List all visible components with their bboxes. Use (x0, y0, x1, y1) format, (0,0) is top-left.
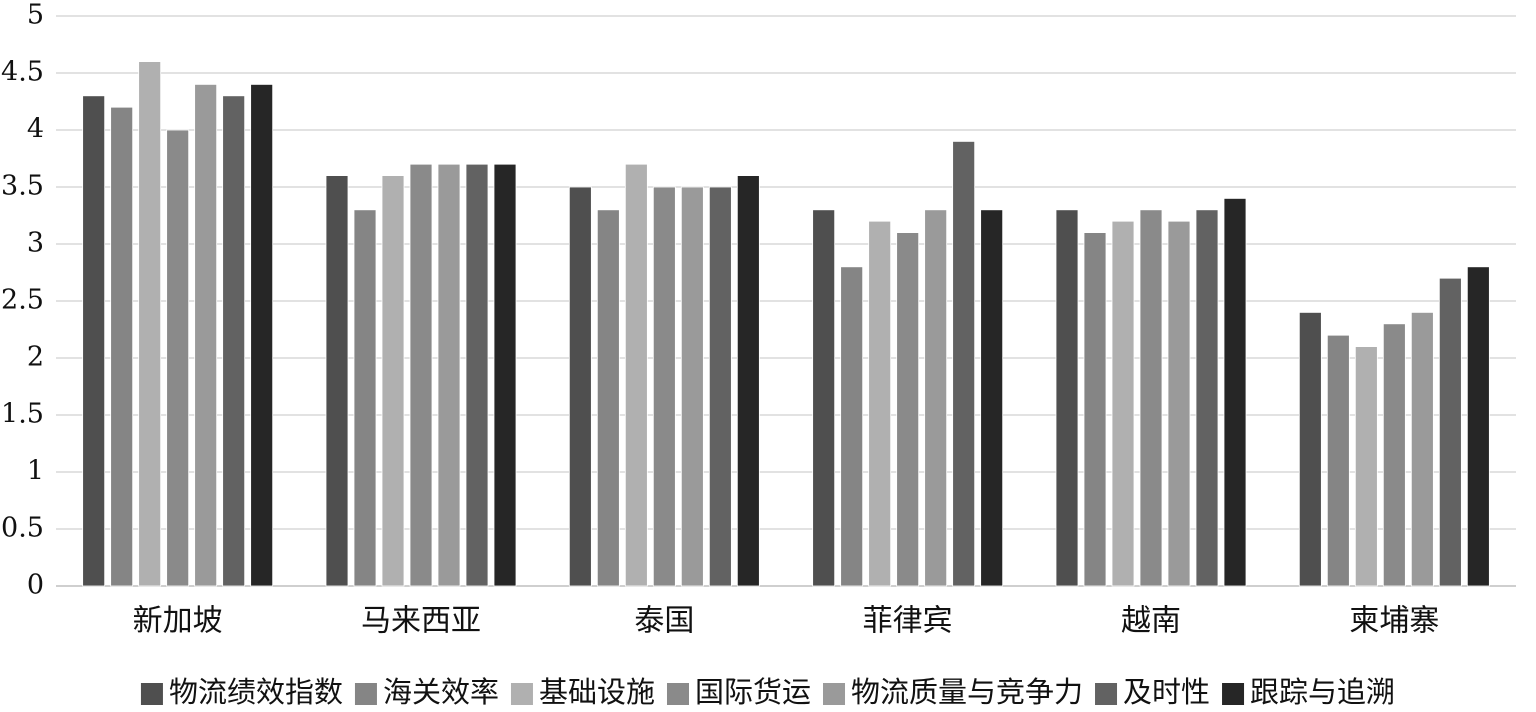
legend-swatch (1095, 683, 1118, 705)
legend-swatch (823, 683, 846, 705)
bar (250, 84, 274, 587)
bar (868, 220, 892, 587)
y-tick-label: 5 (27, 0, 44, 31)
bar (110, 106, 134, 587)
bar (194, 84, 218, 587)
bar (437, 163, 461, 587)
y-tick-label: 4 (27, 114, 44, 145)
legend-item: 基础设施 (510, 675, 655, 709)
x-category-label: 泰国 (634, 604, 694, 639)
bar (381, 175, 405, 587)
bar (1083, 232, 1107, 587)
legend: 物流绩效指数 海关效率 基础设施 国际货运 物流质量与竞争力 及时性 跟踪与追溯 (140, 675, 1395, 709)
legend-label: 物流质量与竞争力 (851, 675, 1083, 709)
bar (1167, 220, 1191, 587)
bar (924, 209, 948, 587)
bar (465, 163, 489, 587)
y-tick-label: 0 (27, 570, 44, 601)
bars (82, 61, 1490, 587)
bar (1298, 311, 1322, 587)
legend-label: 物流绩效指数 (169, 675, 343, 709)
bar (166, 129, 190, 587)
bar (1223, 197, 1247, 587)
bar (568, 186, 592, 587)
legend-item: 及时性 (1095, 675, 1210, 709)
bar (624, 163, 648, 587)
legend-item: 海关效率 (354, 675, 499, 709)
bar (980, 209, 1004, 587)
bar (222, 95, 246, 587)
bar (138, 61, 162, 587)
legend-swatch (666, 683, 689, 705)
bar (736, 175, 760, 587)
legend-item: 跟踪与追溯 (1222, 675, 1395, 709)
bar (652, 186, 676, 587)
legend-swatch (354, 683, 377, 705)
legend-label: 及时性 (1123, 675, 1210, 709)
y-axis-ticks: 0 0.5 1 1.5 2 2.5 3 3.5 4 4.5 5 (1, 0, 44, 601)
y-tick-label: 1 (27, 456, 44, 487)
legend-item: 国际货运 (666, 675, 811, 709)
legend-label: 国际货运 (695, 675, 811, 709)
y-tick-label: 0.5 (1, 513, 44, 544)
y-tick-label: 2.5 (1, 285, 44, 316)
bar (708, 186, 732, 587)
x-category-label: 新加坡 (133, 604, 223, 639)
bar (1382, 323, 1406, 587)
legend-label: 基础设施 (539, 675, 655, 709)
bar (812, 209, 836, 587)
legend-label: 跟踪与追溯 (1250, 675, 1395, 709)
x-category-label: 柬埔寨 (1349, 604, 1439, 639)
y-tick-label: 3.5 (1, 171, 44, 202)
bar (680, 186, 704, 587)
bar (896, 232, 920, 587)
legend-swatch (1222, 683, 1245, 705)
bar (325, 175, 349, 587)
bar (840, 266, 864, 587)
legend-item: 物流质量与竞争力 (823, 675, 1083, 709)
bar (1055, 209, 1079, 587)
bar (1326, 334, 1350, 587)
y-tick-label: 1.5 (1, 399, 44, 430)
bar (82, 95, 106, 587)
legend-swatch (510, 683, 533, 705)
bar (1111, 220, 1135, 587)
y-tick-label: 3 (27, 228, 44, 259)
gridlines (56, 15, 1516, 587)
bar (1139, 209, 1163, 587)
y-tick-label: 4.5 (1, 57, 44, 88)
bar (1410, 311, 1434, 587)
bar (353, 209, 377, 587)
bar (409, 163, 433, 587)
bar (1354, 346, 1378, 587)
bar (596, 209, 620, 587)
bar (952, 140, 976, 587)
y-tick-label: 2 (27, 342, 44, 373)
x-category-label: 马来西亚 (361, 604, 481, 639)
bar (1438, 277, 1462, 587)
bar (493, 163, 517, 587)
bar (1466, 266, 1490, 587)
bar (1195, 209, 1219, 587)
legend-swatch (140, 683, 163, 705)
legend-label: 海关效率 (383, 675, 499, 709)
x-axis-categories: 新加坡 马来西亚 泰国 菲律宾 越南 柬埔寨 (133, 604, 1440, 639)
x-category-label: 越南 (1121, 604, 1181, 639)
x-category-label: 菲律宾 (863, 604, 953, 639)
legend-item: 物流绩效指数 (140, 675, 343, 709)
